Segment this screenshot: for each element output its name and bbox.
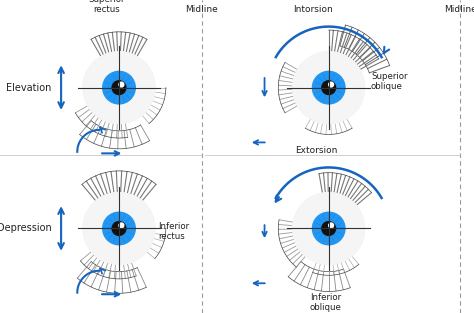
Text: Inferior
oblique: Inferior oblique	[310, 293, 341, 312]
Circle shape	[293, 192, 365, 264]
Circle shape	[103, 71, 135, 104]
Circle shape	[103, 212, 135, 245]
Circle shape	[83, 192, 155, 264]
Circle shape	[312, 71, 345, 104]
Circle shape	[322, 222, 336, 235]
Text: Intorsion: Intorsion	[293, 5, 333, 14]
Text: Elevation: Elevation	[6, 83, 52, 93]
Circle shape	[293, 192, 365, 264]
Text: Superior
oblique: Superior oblique	[371, 72, 408, 91]
Circle shape	[293, 52, 365, 124]
Circle shape	[328, 223, 334, 228]
Circle shape	[83, 192, 155, 264]
Circle shape	[293, 52, 365, 124]
Circle shape	[328, 82, 334, 87]
Circle shape	[312, 212, 345, 245]
Text: Midline: Midline	[185, 5, 219, 14]
Circle shape	[83, 52, 155, 124]
Text: Inferior
rectus: Inferior rectus	[158, 222, 189, 241]
Circle shape	[112, 222, 126, 235]
Text: Superior
rectus: Superior rectus	[88, 0, 125, 14]
Circle shape	[83, 52, 155, 124]
Text: Depression: Depression	[0, 223, 52, 233]
Circle shape	[322, 81, 336, 95]
Text: Extorsion: Extorsion	[295, 146, 337, 155]
Circle shape	[119, 223, 124, 228]
Circle shape	[119, 82, 124, 87]
Circle shape	[112, 81, 126, 95]
Text: Midline: Midline	[444, 5, 474, 14]
